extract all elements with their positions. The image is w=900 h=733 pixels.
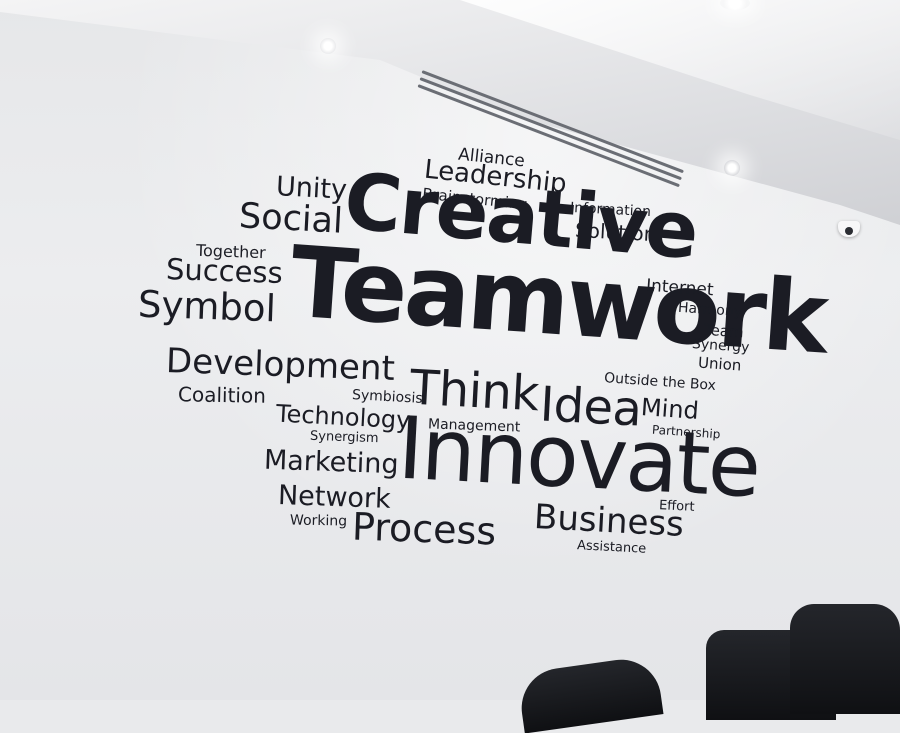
word-business: Business — [533, 497, 685, 545]
word-technology: Technology — [275, 399, 412, 435]
ceiling-downlight — [724, 160, 740, 176]
word-process: Process — [351, 504, 497, 554]
ceiling-downlight — [720, 0, 750, 10]
word-synergy: Synergy — [691, 336, 750, 356]
word-development: Development — [165, 341, 396, 389]
word-working: Working — [289, 512, 348, 530]
ceiling-downlight — [320, 38, 336, 54]
word-union: Union — [697, 353, 742, 375]
word-symbol: Symbol — [137, 282, 277, 331]
word-coalition: Coalition — [177, 382, 267, 408]
word-assistance: Assistance — [576, 538, 647, 557]
security-camera-icon — [838, 221, 860, 237]
word-harmony: Harmony — [677, 299, 743, 321]
chair-back — [790, 604, 900, 714]
word-synergism: Synergism — [309, 428, 379, 447]
word-innovate: Innovate — [395, 398, 762, 518]
word-marketing: Marketing — [263, 444, 400, 481]
word-success: Success — [165, 251, 284, 291]
word-internet: Internet — [645, 275, 715, 301]
